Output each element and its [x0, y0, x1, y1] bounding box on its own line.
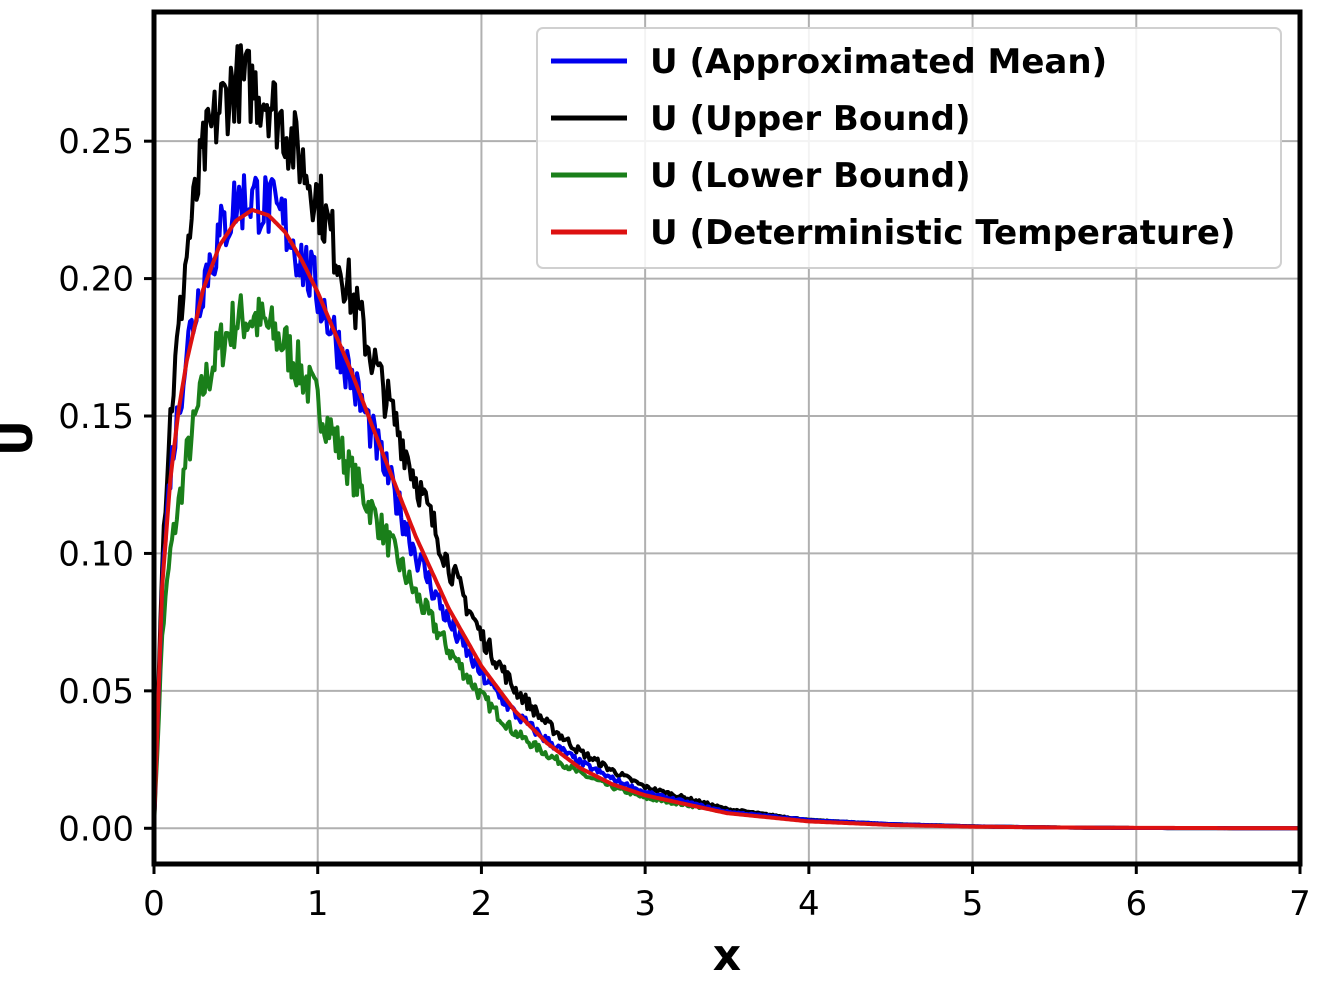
x-tick-label: 4: [798, 884, 820, 924]
plot-series: [152, 43, 1301, 831]
ticks: 0 1 2 3 4 5 6 7 0.00 0.05 0.10 0.15 0.20 0.25: [58, 122, 1311, 924]
series-line: [152, 293, 1301, 831]
x-tick-label: 2: [471, 884, 493, 924]
legend-box: [536, 27, 1282, 269]
series-line: [152, 207, 1301, 831]
plot-frame: [151, 9, 1303, 867]
legend-label: U (Deterministic Temperature): [650, 213, 1236, 253]
x-tick-label: 5: [962, 884, 984, 924]
y-axis-title: U: [0, 420, 43, 456]
legend: U (Approximated Mean) U (Upper Bound) U (L…: [536, 27, 1282, 269]
y-tick-label: 0.25: [58, 122, 134, 162]
y-tick-label: 0.10: [58, 534, 134, 574]
y-tick-label: 0.15: [58, 397, 134, 437]
x-tick-label: 0: [143, 884, 165, 924]
x-axis-title: x: [713, 930, 741, 981]
legend-label: U (Lower Bound): [650, 156, 971, 196]
x-tick-label: 7: [1289, 884, 1311, 924]
x-tick-label: 1: [307, 884, 329, 924]
legend-label: U (Upper Bound): [650, 99, 971, 139]
series-line: [152, 173, 1301, 831]
legend-label: U (Approximated Mean): [650, 42, 1107, 82]
x-tick-label: 6: [1125, 884, 1147, 924]
y-tick-label: 0.05: [58, 672, 134, 712]
y-tick-label: 0.20: [58, 260, 134, 300]
x-tick-label: 3: [634, 884, 656, 924]
y-tick-label: 0.00: [58, 809, 134, 849]
